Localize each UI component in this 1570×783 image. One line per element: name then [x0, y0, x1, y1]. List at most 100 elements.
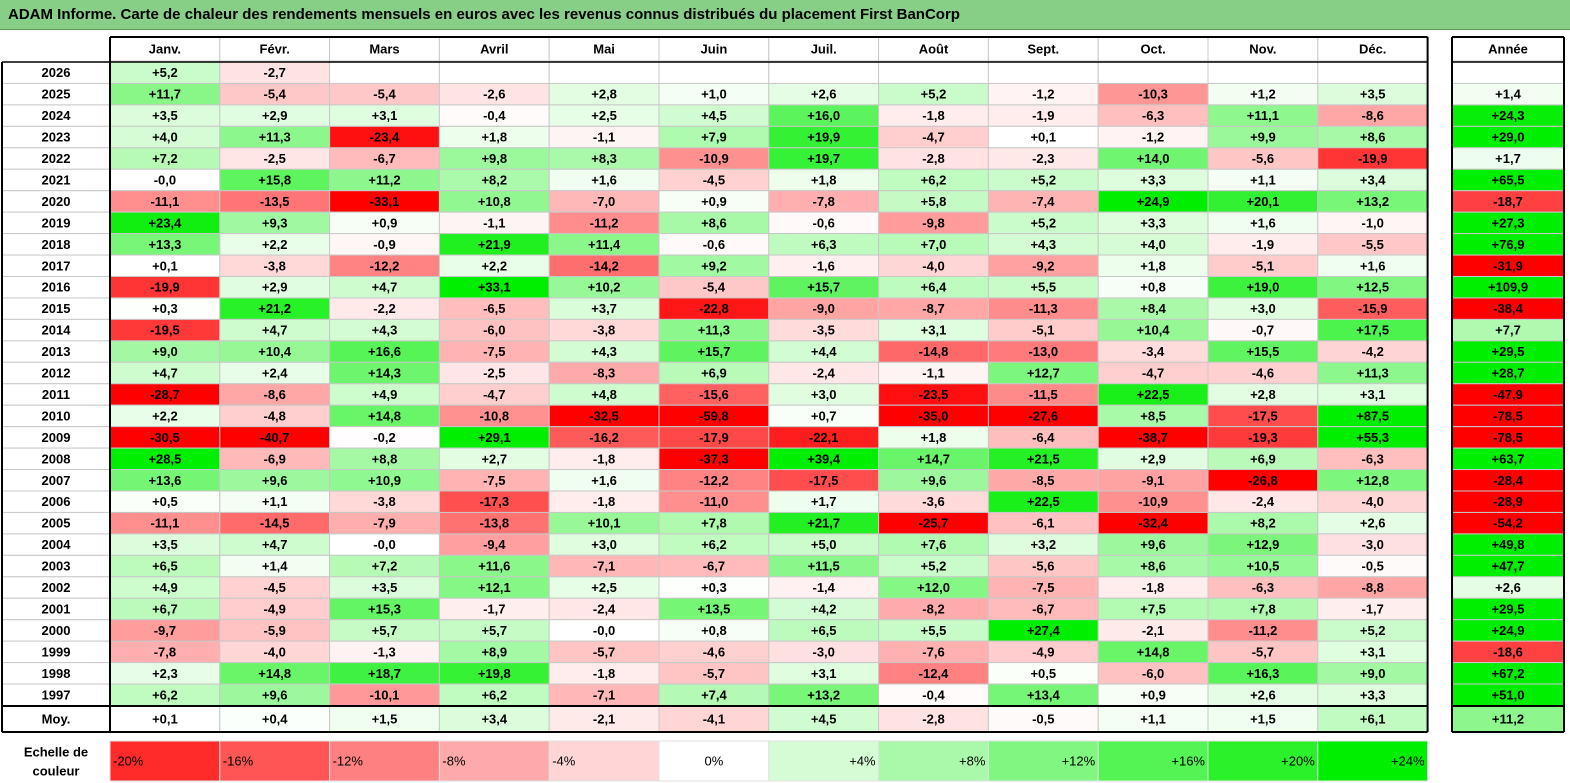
heatmap-value: -0,4	[922, 687, 945, 702]
scale-swatch	[548, 740, 660, 782]
average-value: +0,4	[262, 712, 288, 727]
year-label: 2020	[42, 194, 71, 209]
heatmap-value: -0,4	[483, 108, 506, 123]
heatmap-value: -1,8	[593, 451, 615, 466]
heatmap-cell	[1097, 61, 1209, 84]
heatmap-value: +2,9	[262, 280, 288, 295]
annual-value: -78,5	[1493, 408, 1523, 423]
heatmap-value: -1,2	[1032, 87, 1054, 102]
heatmap-value: +2,8	[1250, 387, 1276, 402]
heatmap-value: -8,6	[1361, 108, 1383, 123]
heatmap-value: -10,3	[1138, 87, 1168, 102]
heatmap-value: -7,9	[373, 516, 395, 531]
heatmap-value: +13,3	[148, 237, 181, 252]
scale-swatch	[768, 740, 880, 782]
heatmap-value: -3,0	[1361, 537, 1383, 552]
heatmap-value: +3,5	[372, 580, 398, 595]
heatmap-value: +39,4	[807, 451, 841, 466]
heatmap-value: -14,5	[260, 516, 290, 531]
heatmap-value: -32,5	[589, 408, 619, 423]
heatmap-value: +10,8	[478, 194, 511, 209]
heatmap-value: +9,6	[921, 473, 947, 488]
heatmap-value: +3,1	[811, 666, 837, 681]
heatmap-value: +4,7	[262, 537, 288, 552]
heatmap-value: +6,3	[811, 237, 837, 252]
heatmap-value: +4,7	[372, 280, 398, 295]
heatmap-value: -4,5	[263, 580, 285, 595]
heatmap-value: +55,3	[1356, 430, 1389, 445]
heatmap-value: +6,2	[701, 537, 727, 552]
heatmap-value: -12,4	[919, 666, 949, 681]
heatmap-value: +12,1	[478, 580, 511, 595]
heatmap-value: +2,9	[1140, 451, 1166, 466]
average-cell	[219, 705, 331, 733]
year-label: 2002	[42, 580, 71, 595]
heatmap-value: +0,1	[1030, 130, 1056, 145]
heatmap-value: +2,6	[1250, 687, 1276, 702]
heatmap-value: +3,5	[152, 108, 178, 123]
heatmap-value: +15,8	[258, 172, 291, 187]
heatmap-value: -1,0	[1361, 215, 1383, 230]
month-header: Avril	[480, 42, 508, 57]
heatmap-value: -2,7	[263, 65, 285, 80]
heatmap-value: +11,6	[478, 559, 510, 574]
heatmap-value: -59,8	[699, 408, 729, 423]
heatmap-value: +2,2	[481, 258, 507, 273]
heatmap-value: +5,8	[921, 194, 947, 209]
heatmap-value: -11,0	[699, 494, 728, 509]
heatmap-value: +11,4	[588, 237, 621, 252]
heatmap-value: -9,4	[483, 537, 506, 552]
heatmap-value: -40,7	[260, 430, 290, 445]
heatmap-value: -2,8	[922, 151, 944, 166]
heatmap-value: -25,7	[919, 516, 949, 531]
heatmap-value: -7,1	[593, 687, 615, 702]
heatmap-value: -4,0	[1361, 494, 1383, 509]
heatmap-value: +6,7	[152, 601, 178, 616]
heatmap-value: +19,9	[807, 130, 840, 145]
heatmap-cell	[1317, 61, 1429, 84]
heatmap-value: +4,5	[701, 108, 727, 123]
heatmap-value: +4,2	[811, 601, 837, 616]
heatmap-value: -8,2	[922, 601, 944, 616]
annual-value: +24,3	[1492, 108, 1525, 123]
heatmap-value: +9,6	[262, 687, 288, 702]
heatmap-value: +3,1	[921, 323, 947, 338]
heatmap-value: +9,0	[1360, 666, 1386, 681]
heatmap-value: +1,8	[1140, 258, 1166, 273]
heatmap-value: -11,1	[150, 516, 179, 531]
annual-value: -78,5	[1493, 430, 1523, 445]
month-header: Déc.	[1359, 42, 1386, 57]
heatmap-value: -5,4	[373, 87, 396, 102]
heatmap-value: -0,6	[812, 215, 834, 230]
heatmap-value: +11,7	[149, 87, 181, 102]
heatmap-value: +2,7	[481, 451, 507, 466]
scale-step-label: -4%	[552, 754, 576, 769]
heatmap-value: +5,2	[921, 87, 947, 102]
heatmap-value: -14,2	[589, 258, 619, 273]
heatmap-value: +1,4	[262, 559, 288, 574]
average-value: -2,8	[922, 712, 944, 727]
month-header: Nov.	[1249, 42, 1276, 57]
scale-label: couleur	[33, 764, 80, 779]
heatmap-value: +3,1	[372, 108, 398, 123]
heatmap-value: -8,7	[922, 301, 944, 316]
heatmap-value: -0,5	[1361, 559, 1383, 574]
heatmap-value: +9,3	[262, 215, 288, 230]
heatmap-value: -7,8	[812, 194, 834, 209]
heatmap-value: -9,8	[922, 215, 944, 230]
heatmap-cell	[768, 61, 880, 84]
heatmap-value: +13,4	[1027, 687, 1061, 702]
annual-value: -54,2	[1493, 516, 1523, 531]
year-label: 1999	[42, 644, 71, 659]
heatmap-value: -4,0	[263, 644, 285, 659]
heatmap-value: -2,6	[483, 87, 505, 102]
heatmap-value: +3,5	[1360, 87, 1386, 102]
heatmap-value: -19,3	[1248, 430, 1278, 445]
annual-value: +47,7	[1492, 559, 1525, 574]
heatmap-value: +21,2	[258, 301, 291, 316]
heatmap-value: +11,3	[698, 323, 730, 338]
heatmap-value: +8,3	[591, 151, 617, 166]
heatmap-value: +9,6	[1140, 537, 1166, 552]
heatmap-cell	[878, 61, 989, 84]
heatmap-value: +5,7	[372, 623, 398, 638]
